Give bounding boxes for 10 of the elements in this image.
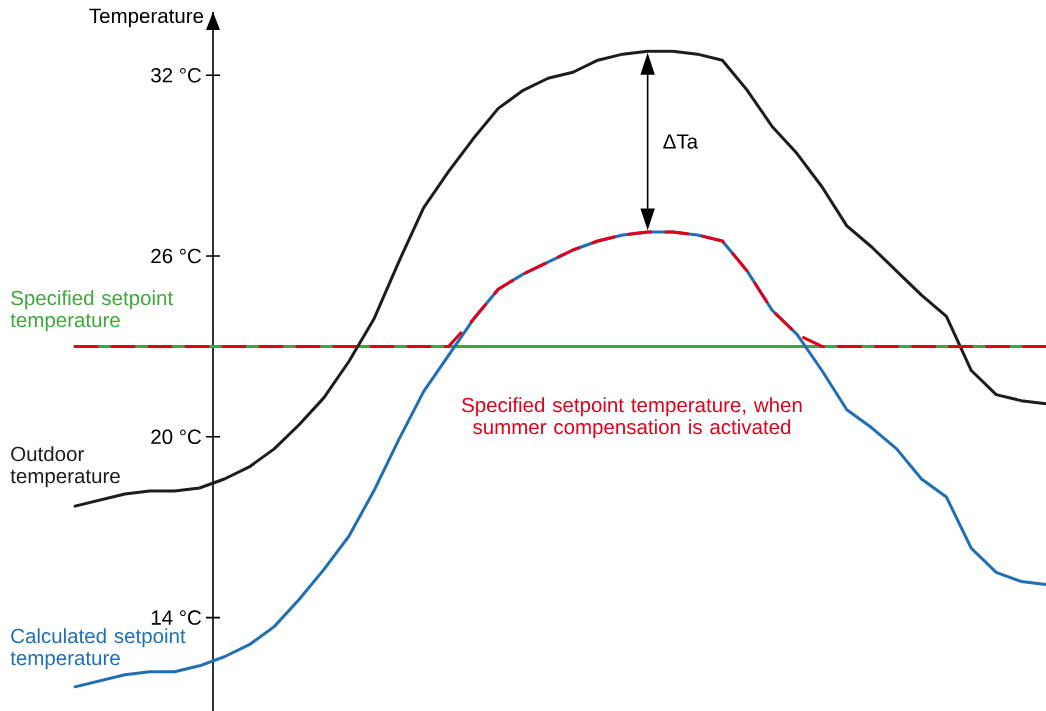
y-tick-label: 20 °C xyxy=(151,429,201,445)
y-tick-label: 14 °C xyxy=(151,610,201,625)
text: Specified setpoint temperature, when summer compensation is activated xyxy=(462,397,802,439)
series-label: Specified setpoint temperature xyxy=(10,290,173,332)
y-tick-label: 32 °C xyxy=(151,67,201,83)
series-label: Calculated setpoint temperature xyxy=(10,628,186,670)
series-label: Outdoor temperature xyxy=(10,446,120,488)
y-tick-label: 26 °C xyxy=(151,248,201,264)
annotation: ΔTa xyxy=(663,134,699,149)
y-axis-title: Temperature xyxy=(89,8,204,28)
